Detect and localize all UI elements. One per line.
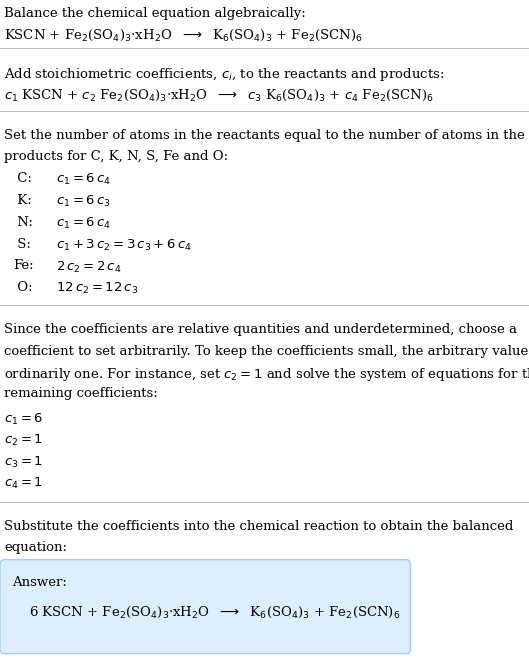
Text: $c_1 = 6$: $c_1 = 6$	[4, 412, 43, 427]
Text: Set the number of atoms in the reactants equal to the number of atoms in the: Set the number of atoms in the reactants…	[4, 129, 525, 141]
Text: K:: K:	[13, 194, 32, 207]
Text: Balance the chemical equation algebraically:: Balance the chemical equation algebraica…	[4, 7, 306, 19]
Text: ordinarily one. For instance, set $c_2 = 1$ and solve the system of equations fo: ordinarily one. For instance, set $c_2 =…	[4, 366, 529, 383]
Text: Answer:: Answer:	[12, 576, 67, 589]
Text: Since the coefficients are relative quantities and underdetermined, choose a: Since the coefficients are relative quan…	[4, 323, 517, 336]
Text: N:: N:	[13, 216, 33, 229]
Text: coefficient to set arbitrarily. To keep the coefficients small, the arbitrary va: coefficient to set arbitrarily. To keep …	[4, 345, 529, 358]
Text: $c_1 = 6\,c_3$: $c_1 = 6\,c_3$	[56, 194, 111, 209]
Text: O:: O:	[13, 281, 33, 294]
Text: KSCN + Fe$_2$(SO$_4$)$_3$·xH$_2$O  $\longrightarrow$  K$_6$(SO$_4$)$_3$ + Fe$_2$: KSCN + Fe$_2$(SO$_4$)$_3$·xH$_2$O $\long…	[4, 28, 363, 43]
Text: Substitute the coefficients into the chemical reaction to obtain the balanced: Substitute the coefficients into the che…	[4, 520, 514, 533]
Text: Fe:: Fe:	[13, 259, 34, 272]
Text: $c_1$ KSCN + $c_2$ Fe$_2$(SO$_4$)$_3$·xH$_2$O  $\longrightarrow$  $c_3$ K$_6$(SO: $c_1$ KSCN + $c_2$ Fe$_2$(SO$_4$)$_3$·xH…	[4, 88, 434, 103]
Text: $2\,c_2 = 2\,c_4$: $2\,c_2 = 2\,c_4$	[56, 259, 121, 275]
Text: $c_1 = 6\,c_4$: $c_1 = 6\,c_4$	[56, 216, 111, 231]
Text: $12\,c_2 = 12\,c_3$: $12\,c_2 = 12\,c_3$	[56, 281, 138, 296]
Text: $c_3 = 1$: $c_3 = 1$	[4, 455, 43, 470]
Text: equation:: equation:	[4, 542, 67, 554]
Text: products for C, K, N, S, Fe and O:: products for C, K, N, S, Fe and O:	[4, 150, 229, 163]
Text: $c_2 = 1$: $c_2 = 1$	[4, 434, 43, 448]
Text: remaining coefficients:: remaining coefficients:	[4, 388, 158, 400]
Text: C:: C:	[13, 172, 32, 185]
Text: $c_1 + 3\,c_2 = 3\,c_3 + 6\,c_4$: $c_1 + 3\,c_2 = 3\,c_3 + 6\,c_4$	[56, 237, 191, 253]
Text: $c_4 = 1$: $c_4 = 1$	[4, 476, 43, 491]
Text: 6 KSCN + Fe$_2$(SO$_4$)$_3$·xH$_2$O  $\longrightarrow$  K$_6$(SO$_4$)$_3$ + Fe$_: 6 KSCN + Fe$_2$(SO$_4$)$_3$·xH$_2$O $\lo…	[29, 605, 400, 620]
Text: $c_1 = 6\,c_4$: $c_1 = 6\,c_4$	[56, 172, 111, 187]
FancyBboxPatch shape	[0, 560, 411, 654]
Text: Add stoichiometric coefficients, $c_i$, to the reactants and products:: Add stoichiometric coefficients, $c_i$, …	[4, 67, 444, 83]
Text: S:: S:	[13, 237, 31, 251]
